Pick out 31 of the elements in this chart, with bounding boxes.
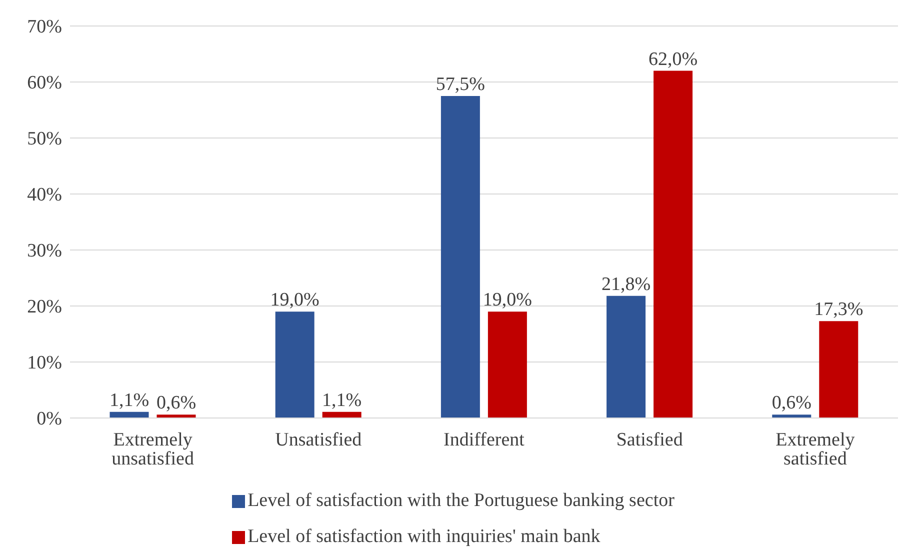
data-label: 0,6% (772, 392, 812, 414)
x-tick-label: Extremely satisfied (776, 429, 856, 470)
data-label: 0,6% (156, 392, 196, 414)
legend-label: Level of satisfaction with the Portuguese banking sector (248, 490, 674, 512)
data-label: 57,5% (436, 74, 486, 95)
y-tick-label: 30% (27, 240, 62, 262)
x-tick-label: Satisfied (616, 429, 684, 450)
bar (488, 312, 527, 418)
y-tick-label: 50% (27, 128, 62, 150)
x-tick-label: Indifferent (444, 429, 526, 450)
y-tick-label: 60% (27, 72, 62, 94)
bar (819, 321, 858, 418)
x-tick-label: Unsatisfied (275, 429, 362, 450)
y-tick-label: 10% (27, 352, 62, 374)
data-label: 19,0% (270, 290, 320, 311)
data-label: 62,0% (648, 48, 698, 70)
data-label: 19,0% (482, 290, 532, 311)
bar (275, 312, 314, 418)
data-label: 1,1% (322, 390, 362, 411)
legend-label: Level of satisfaction with inquiries' main bank (248, 526, 600, 548)
bar (606, 296, 646, 418)
y-tick-label: 20% (27, 296, 62, 318)
y-tick-label: 0% (36, 408, 62, 430)
data-label: 21,8% (602, 274, 651, 295)
y-tick-label: 70% (27, 16, 62, 38)
bar (654, 70, 693, 418)
y-tick-label: 40% (27, 184, 62, 206)
data-label: 17,3% (814, 299, 864, 320)
bar (440, 96, 480, 418)
data-label: 1,1% (109, 390, 150, 411)
x-tick-label: Extremely unsatisfied (112, 429, 194, 470)
